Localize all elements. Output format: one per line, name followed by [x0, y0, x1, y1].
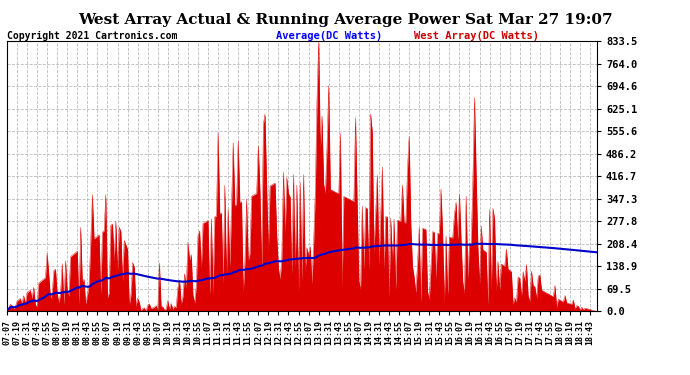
Text: West Array Actual & Running Average Power Sat Mar 27 19:07: West Array Actual & Running Average Powe…	[78, 13, 612, 27]
Text: Average(DC Watts): Average(DC Watts)	[276, 32, 382, 41]
Text: West Array(DC Watts): West Array(DC Watts)	[414, 32, 539, 41]
Text: Copyright 2021 Cartronics.com: Copyright 2021 Cartronics.com	[7, 32, 177, 41]
